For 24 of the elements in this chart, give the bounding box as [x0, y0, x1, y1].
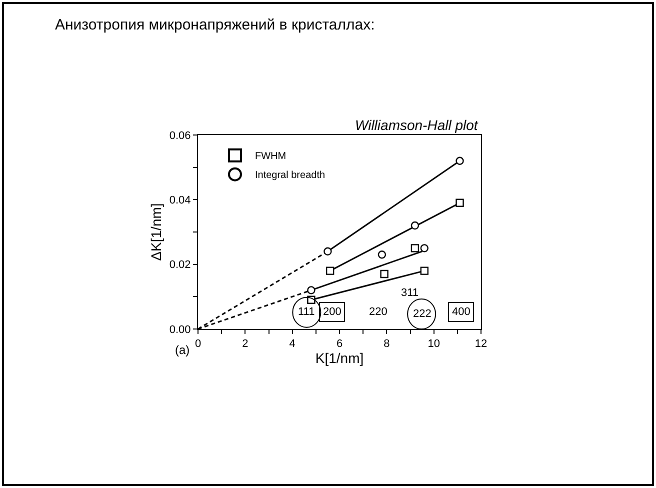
text: (a) — [175, 343, 190, 357]
chart-subtitle: Williamson-Hall plot — [355, 117, 479, 133]
x-tick-label: 4 — [289, 338, 296, 350]
y-tick-label: 0.00 — [169, 324, 191, 336]
x-tick-label: 0 — [194, 338, 202, 350]
x-tick-label: 12 — [474, 338, 488, 350]
y-axis-title: ΔK[1/nm] — [148, 203, 164, 261]
legend-label: Integral breadth — [254, 170, 326, 182]
chart-title: Анизотропия микронапряжений в кристаллах: — [55, 16, 375, 34]
x-tick-label: 6 — [336, 338, 343, 350]
annotation: 311 — [401, 287, 419, 299]
annotation: 220 — [369, 306, 388, 318]
annotation: 400 — [452, 306, 470, 318]
x-tick-label: 10 — [428, 338, 440, 350]
y-tick-label: 0.06 — [169, 130, 191, 142]
annotation: 200 — [323, 306, 342, 318]
annotation: 111 — [298, 306, 315, 318]
annotation: 222 — [413, 308, 432, 320]
y-tick-label: 0.02 — [169, 259, 191, 272]
x-tick-label: 2 — [242, 338, 248, 350]
x-tick-label: 8 — [384, 338, 390, 350]
y-tick-label: 0.04 — [169, 194, 191, 207]
x-axis-title: K[1/nm] — [315, 350, 364, 366]
legend-label: FWHM — [254, 151, 286, 162]
